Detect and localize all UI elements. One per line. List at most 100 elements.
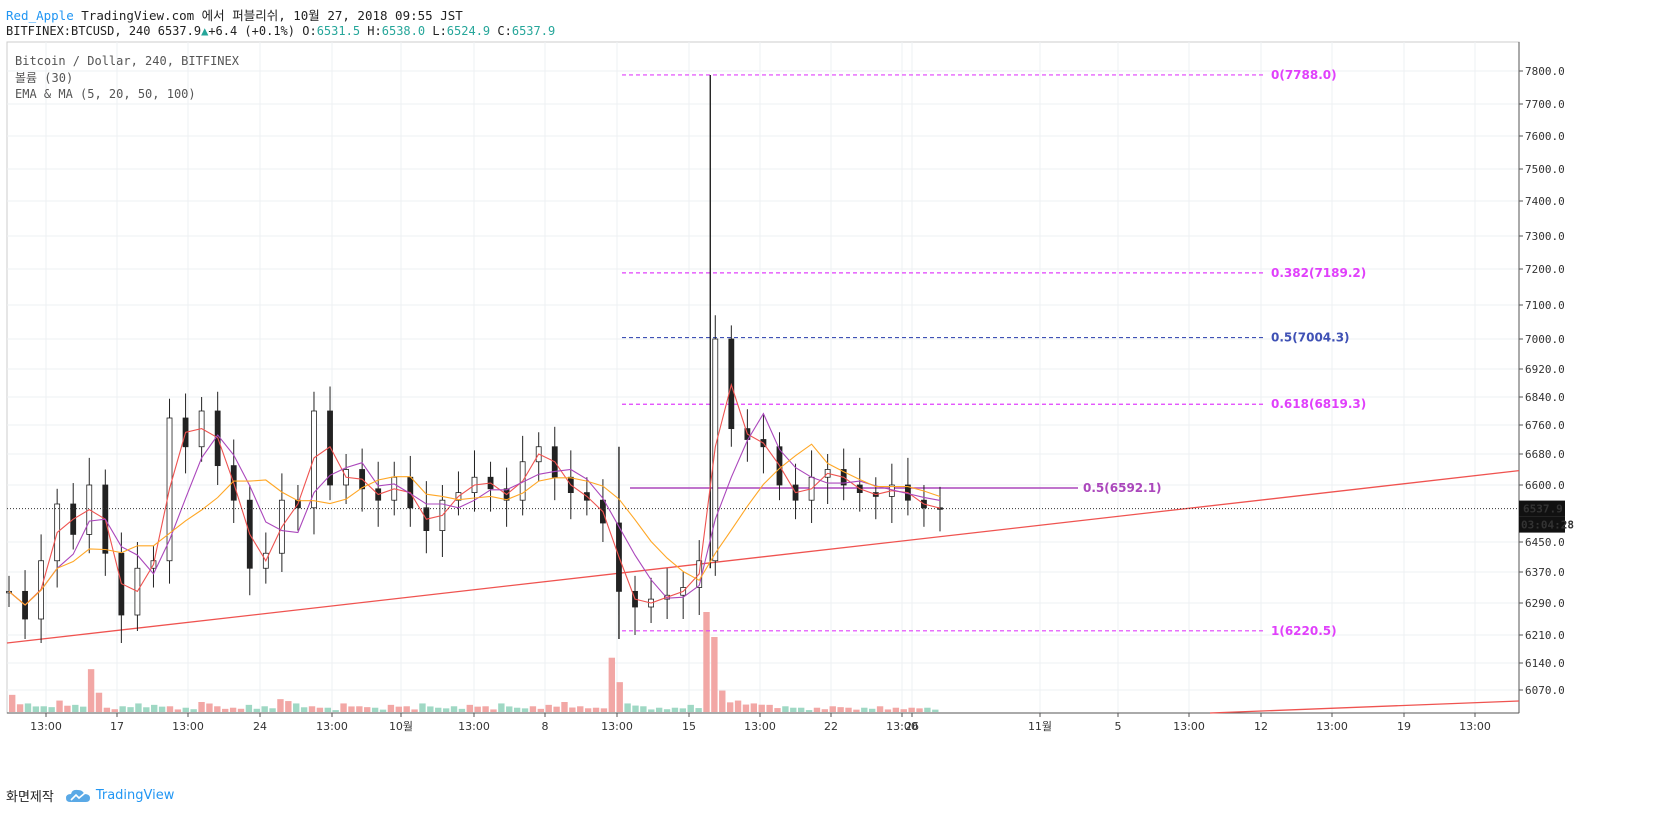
y-tick-label: 7100.0 [1525,299,1565,312]
volume-bar [135,703,142,712]
x-tick-label: 13:00 [744,720,776,733]
volume-bar [758,704,765,712]
chart-legend: Bitcoin / Dollar, 240, BITFINEX 볼륨 (30) … [15,53,239,103]
volume-bar [513,707,521,712]
candle-body [6,590,12,594]
volume-bar [640,706,647,712]
tradingview-brand[interactable]: TradingView [65,788,175,803]
high-value: 6538.0 [381,24,426,38]
symbol-line: BITFINEX:BTCUSD, 240 6537.9 [6,24,202,38]
volume-bar [679,708,687,712]
y-tick-label: 7200.0 [1525,263,1565,276]
volume-bar [87,669,95,712]
legend-symbol[interactable]: Bitcoin / Dollar, 240, BITFINEX [15,54,239,68]
footer: 화면제작 TradingView [6,786,174,805]
volume-bar [48,707,55,712]
volume-bar [490,709,497,712]
x-tick-label: 17 [110,720,124,733]
volume-bar [790,707,797,712]
y-tick-label: 6680.0 [1525,448,1565,461]
y-tick-label: 7000.0 [1525,333,1565,346]
volume-bar [403,706,410,712]
x-tick-label: 13:00 [316,720,348,733]
volume-bar [782,706,789,712]
countdown-box [1519,516,1565,533]
volume-bar [900,709,907,712]
x-tick-label: 13:00 [886,720,918,733]
volume-bar [892,707,900,712]
y-tick-label: 6840.0 [1525,391,1565,404]
author-name[interactable]: Red_Apple [6,8,74,23]
y-tick-label: 7700.0 [1525,98,1565,111]
volume-bar [348,706,355,712]
volume-bar [506,706,513,712]
legend-ema-ma[interactable]: EMA & MA (5, 20, 50, 100) [15,87,196,101]
plot-area [6,41,1520,714]
volume-bar [868,708,876,712]
volume-bar [300,707,308,712]
volume-bar [371,707,379,712]
up-triangle-icon: ▲ [201,24,209,38]
volume-bar [411,709,418,712]
volume-bar [293,703,300,712]
volume-bar [624,703,631,712]
volume-bar [435,707,442,712]
low-value: 6524.9 [446,24,491,38]
volume-bar [671,707,679,712]
volume-bar [80,706,87,712]
volume-bar [608,657,616,712]
volume-bar [632,705,639,712]
volume-bar [427,706,434,712]
volume-bar [206,703,213,712]
volume-bar [450,706,458,712]
volume-bar [356,706,363,712]
volume-bar [711,637,718,712]
legend-volume[interactable]: 볼륨 (30) [15,70,74,85]
volume-bar [719,690,726,712]
y-tick-label: 6210.0 [1525,629,1565,642]
volume-bar [774,708,781,712]
ma-50-line [8,443,941,606]
volume-bar [32,706,40,712]
x-tick-label: 5 [1115,720,1122,733]
low-label: L: [432,24,447,38]
volume-bar [695,708,702,712]
volume-bar [72,704,79,712]
x-tick-label: 26 [905,720,919,733]
volume-bar [703,612,710,712]
volume-bar [482,706,489,712]
volume-bar [40,706,47,712]
volume-bar [190,709,197,712]
volume-bar [253,708,260,712]
brand-text: TradingView [95,788,175,803]
volume-bar [214,706,221,712]
volume-bar [9,694,16,712]
publish-header: Red_Apple TradingView.com 에서 퍼블리쉬, 10월 2… [6,5,463,24]
volume-bar [861,707,868,712]
volume-bar [143,707,150,712]
y-tick-label: 6370.0 [1525,566,1565,579]
x-tick-label: 19 [1397,720,1411,733]
volume-bar [537,708,545,712]
x-tick-label: 13:00 [458,720,490,733]
volume-bar [308,706,316,712]
volume-bar [750,703,758,712]
x-tick-label: 10월 [389,720,413,733]
volume-bar [884,709,892,712]
volume-bar [813,707,821,712]
volume-bar [364,707,371,712]
y-tick-label: 6140.0 [1525,657,1565,670]
volume-bar [616,682,623,712]
close-label: C: [497,24,512,38]
x-tick-label: 13:00 [1173,720,1205,733]
last-price-label: 6537.9 [1523,503,1563,516]
countdown-label: 03:04:28 [1521,519,1574,532]
x-tick-label: 12 [1254,720,1268,733]
volume-bar [498,703,505,712]
volume-bar [837,707,844,712]
volume-bar [395,706,402,712]
publish-info: TradingView.com 에서 퍼블리쉬, 10월 27, 2018 09… [81,8,463,23]
x-tick-label: 13:00 [30,720,62,733]
volume-bar [442,708,450,712]
